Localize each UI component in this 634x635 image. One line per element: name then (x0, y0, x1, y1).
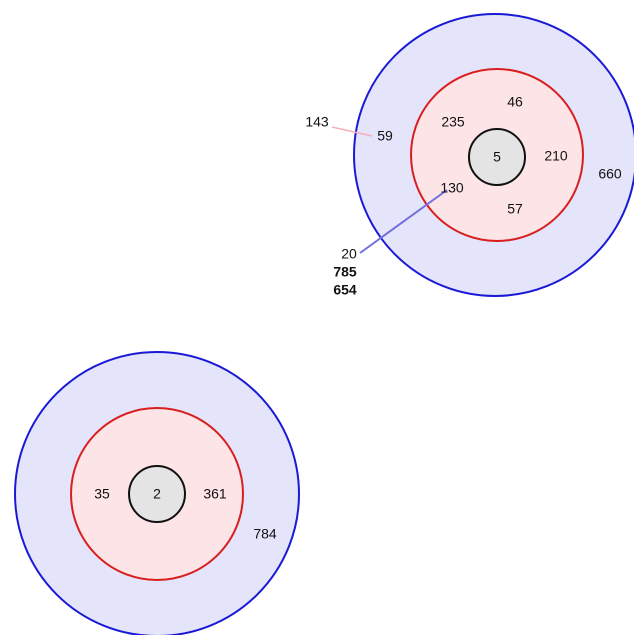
inner-circle (128, 465, 186, 523)
inner-circle (468, 128, 526, 186)
diagram: 46 235 59 5 210 660 130 57 143 20 785 65… (305, 13, 634, 298)
diagram: 35 2 361 784 (14, 351, 300, 635)
region-label: 784 (253, 526, 277, 542)
region-label: 35 (94, 486, 110, 502)
region-label: 361 (203, 486, 227, 502)
outside-label: 143 (305, 114, 329, 130)
region-label: 235 (441, 114, 465, 130)
region-label: 130 (440, 180, 464, 196)
region-label: 660 (598, 166, 622, 182)
region-label: 210 (544, 148, 568, 164)
outside-label: 654 (333, 282, 357, 298)
region-label: 59 (377, 128, 393, 144)
region-label: 2 (153, 486, 161, 502)
outside-label: 20 (341, 246, 357, 262)
leader-line (331, 126, 373, 137)
region-label: 46 (507, 94, 523, 110)
region-label: 5 (493, 149, 501, 165)
region-label: 57 (507, 201, 523, 217)
outside-label: 785 (333, 264, 357, 280)
leader-line (359, 189, 448, 254)
